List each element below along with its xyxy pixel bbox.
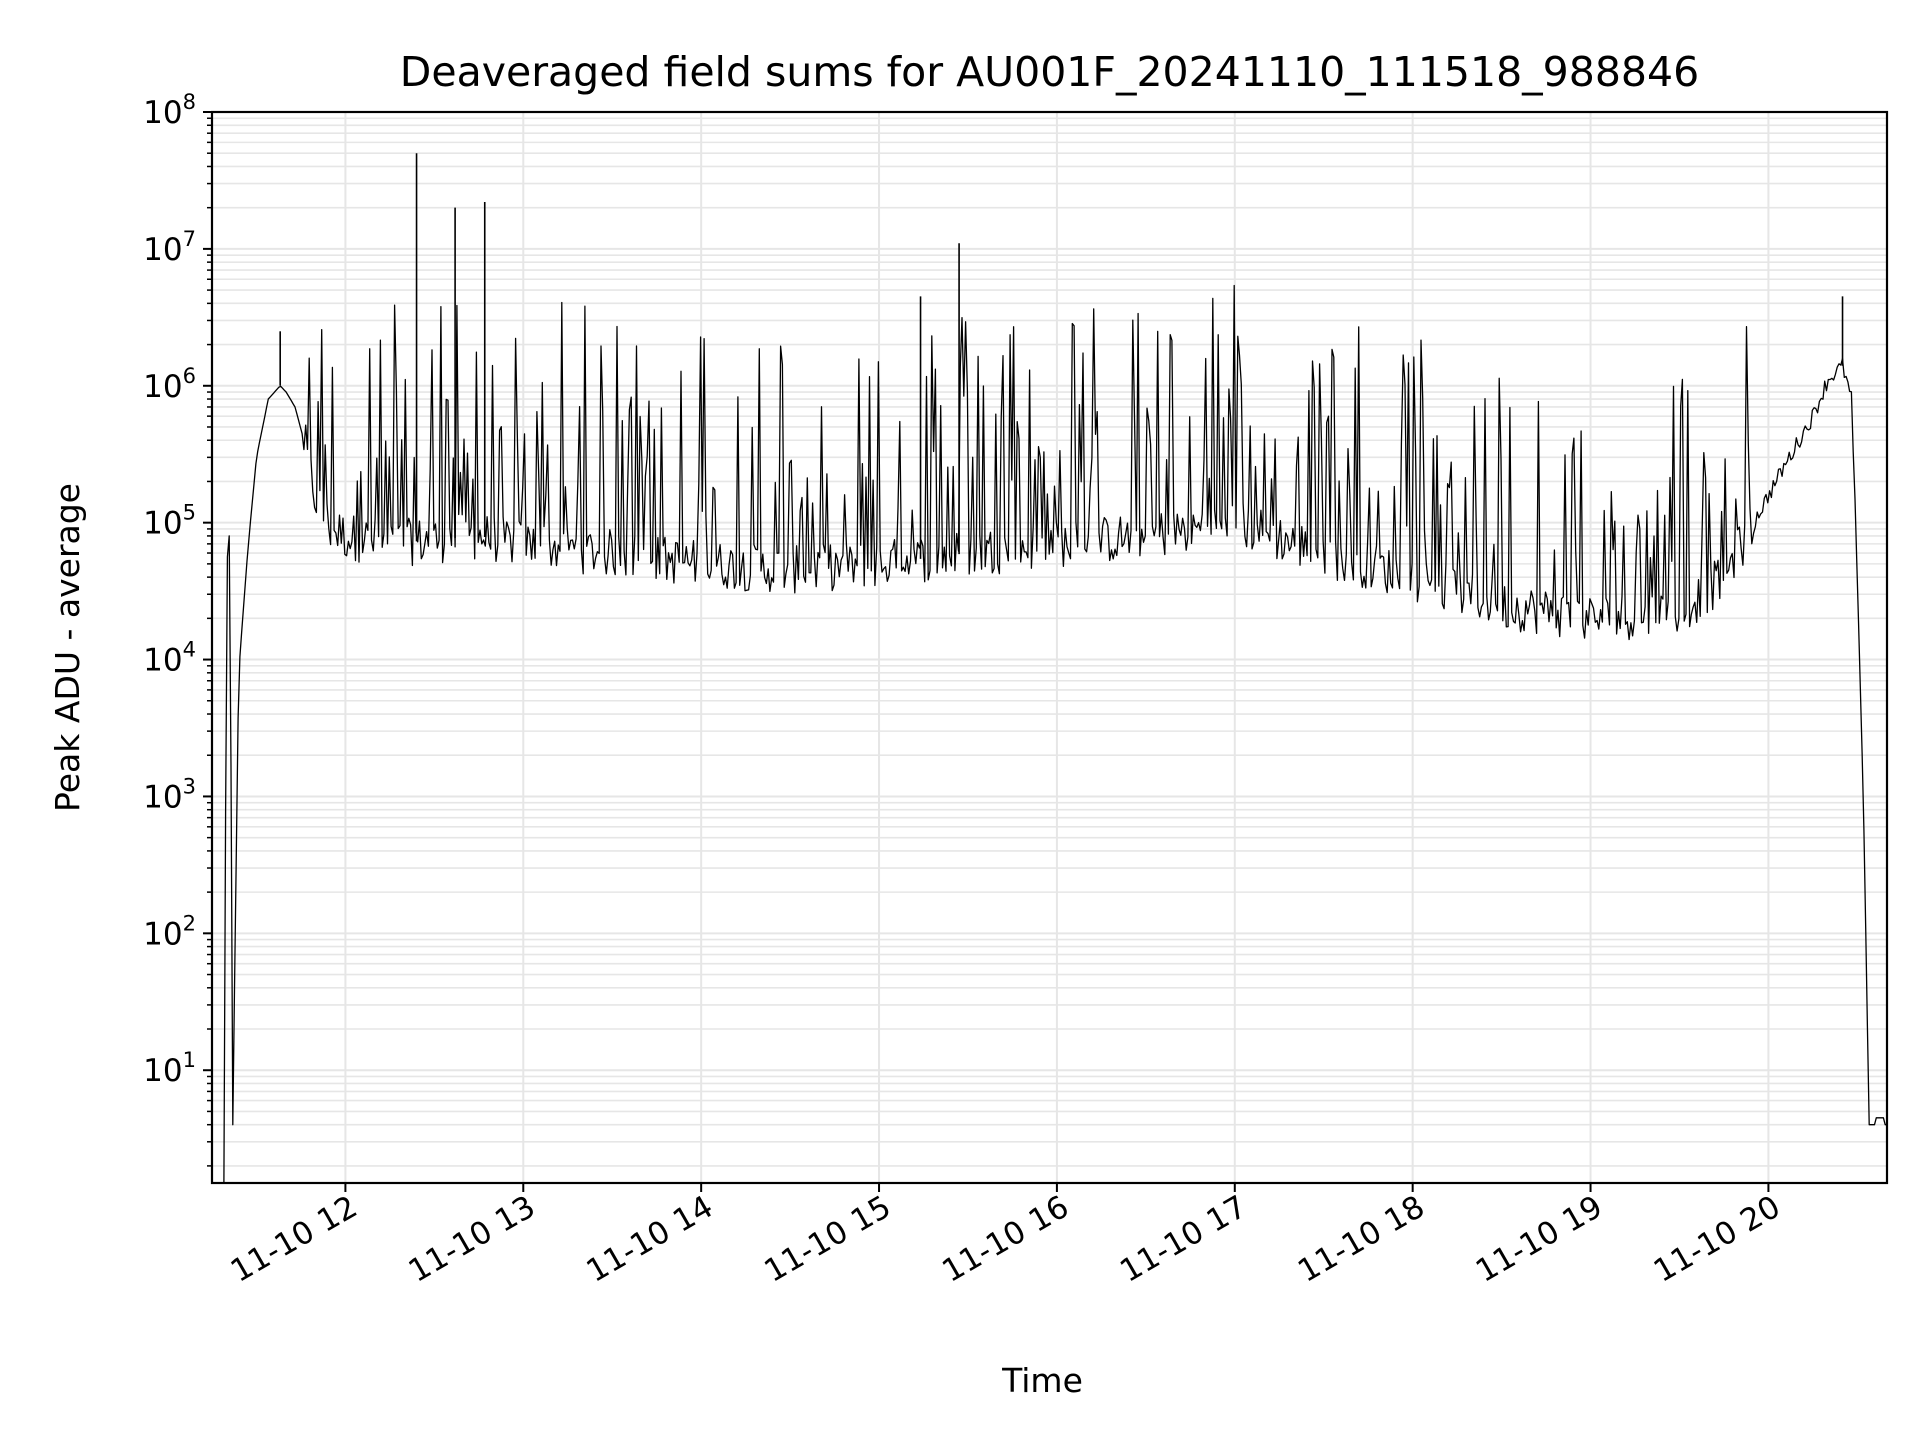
y-tick-label: 107 xyxy=(143,227,196,268)
y-tick-exponent: 5 xyxy=(183,501,196,525)
y-tick-base: 10 xyxy=(143,95,182,131)
y-tick-exponent: 7 xyxy=(183,227,196,251)
series-line xyxy=(223,284,1887,1184)
y-tick-base: 10 xyxy=(143,1053,182,1089)
y-tick-base: 10 xyxy=(143,506,182,542)
y-tick-label: 102 xyxy=(143,911,196,952)
y-tick-exponent: 3 xyxy=(183,774,196,798)
y-tick-base: 10 xyxy=(143,779,182,815)
chart-title: Deaveraged field sums for AU001F_2024111… xyxy=(400,48,1699,96)
x-axis-title: Time xyxy=(1001,1361,1083,1400)
y-tick-exponent: 6 xyxy=(183,364,196,388)
y-tick-label: 108 xyxy=(143,90,196,131)
y-axis-title: Peak ADU - average xyxy=(48,483,87,812)
y-tick-exponent: 8 xyxy=(183,90,196,114)
axes-frame xyxy=(210,110,1889,1185)
y-tick-base: 10 xyxy=(143,916,182,952)
y-tick-base: 10 xyxy=(143,643,182,679)
y-tick-base: 10 xyxy=(143,369,182,405)
y-tick-label: 106 xyxy=(143,364,196,405)
y-tick-base: 10 xyxy=(143,232,182,268)
y-tick-exponent: 2 xyxy=(183,911,196,935)
y-tick-label: 105 xyxy=(143,501,196,542)
y-tick-exponent: 4 xyxy=(183,638,196,662)
y-tick-label: 104 xyxy=(143,638,196,679)
plot-area xyxy=(223,153,1887,1184)
y-tick-exponent: 1 xyxy=(183,1048,196,1072)
y-tick-label: 103 xyxy=(143,774,196,815)
y-tick-label: 101 xyxy=(143,1048,196,1089)
